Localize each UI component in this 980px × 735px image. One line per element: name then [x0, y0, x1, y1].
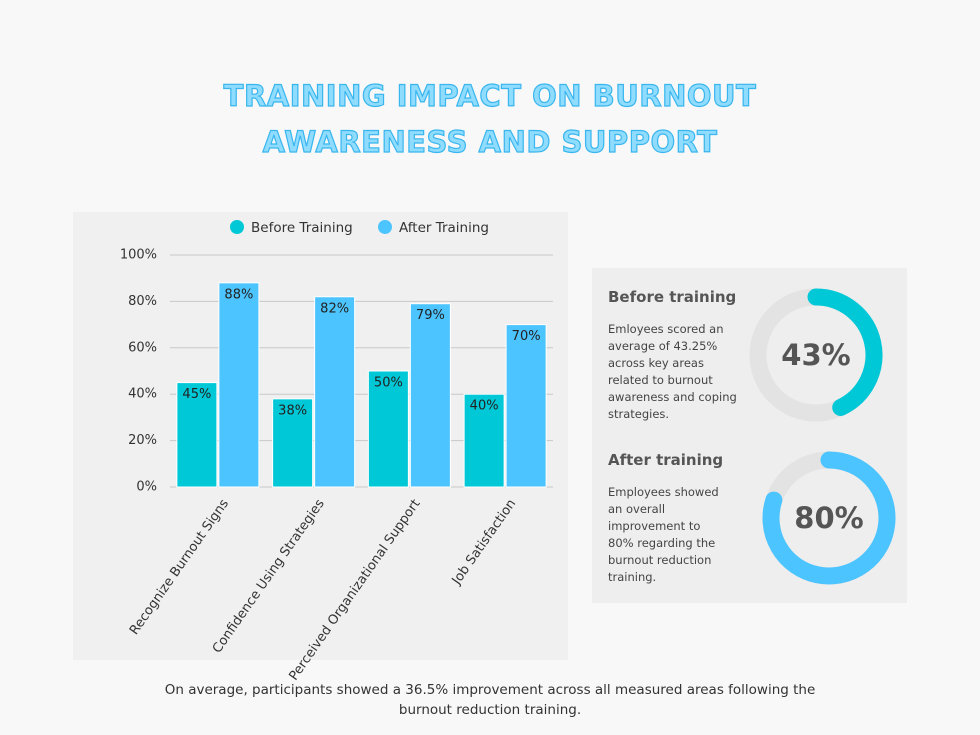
bar: [409, 303, 451, 488]
panel-title: After training: [608, 451, 724, 469]
bar: [218, 282, 260, 488]
bar: [176, 382, 218, 488]
panel-text: Emloyees scored an average of 43.25% acr…: [608, 322, 737, 421]
value-label: 45%: [182, 387, 211, 402]
footer-note: On average, participants showed a 36.5% …: [164, 682, 816, 718]
y-tick-label: 20%: [128, 433, 157, 448]
legend-marker: [230, 220, 244, 234]
value-label: 38%: [278, 403, 307, 418]
bar: [314, 296, 356, 488]
value-label: 82%: [320, 301, 349, 316]
donut-label: 80%: [794, 501, 863, 535]
value-label: 79%: [416, 308, 445, 323]
value-label: 88%: [224, 287, 253, 302]
page-title: Training Impact on Burnout: [224, 79, 757, 113]
bar: [367, 370, 409, 488]
value-label: 40%: [470, 399, 499, 414]
donut-arc: [807, 288, 883, 416]
legend-label: Before Training: [251, 220, 353, 236]
y-tick-label: 100%: [120, 248, 157, 263]
y-tick-label: 60%: [128, 340, 157, 355]
donut-label: 43%: [781, 338, 850, 372]
panel-text: Employees showed an overall improvement …: [608, 485, 719, 584]
y-tick-label: 80%: [128, 294, 157, 309]
y-tick-label: 0%: [136, 480, 157, 495]
panel-title: Before training: [608, 288, 737, 306]
value-label: 50%: [374, 376, 403, 391]
value-label: 70%: [512, 329, 541, 344]
y-tick-label: 40%: [128, 387, 157, 402]
legend-label: After Training: [399, 220, 489, 236]
legend-marker: [378, 220, 392, 234]
bar: [272, 398, 314, 488]
page-title: Awareness and Support: [263, 125, 718, 159]
donut-arc: [762, 451, 896, 585]
bar: [463, 393, 505, 488]
bar: [505, 324, 547, 488]
